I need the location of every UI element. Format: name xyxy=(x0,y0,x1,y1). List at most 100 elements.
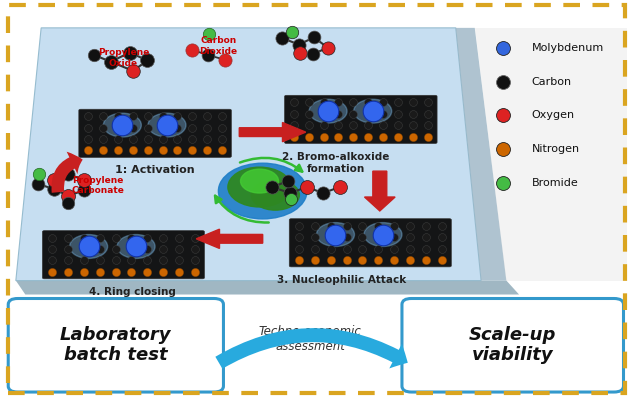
Point xyxy=(217,136,227,142)
Point xyxy=(63,171,73,178)
Text: 3. Nucleophilic Attack: 3. Nucleophilic Attack xyxy=(277,275,406,285)
Point xyxy=(408,122,418,128)
Point xyxy=(287,29,298,35)
FancyArrow shape xyxy=(196,229,263,248)
Point xyxy=(173,246,184,252)
Point xyxy=(334,111,344,117)
Point xyxy=(128,147,138,154)
Point xyxy=(127,269,137,275)
Point xyxy=(83,136,93,142)
Point xyxy=(63,234,73,241)
Point xyxy=(363,122,373,128)
Point xyxy=(304,99,314,105)
Point xyxy=(187,125,197,131)
Point xyxy=(127,246,137,252)
Point xyxy=(83,113,93,119)
Point xyxy=(310,222,320,229)
Point xyxy=(330,231,341,238)
Point xyxy=(348,111,358,117)
Point xyxy=(47,257,57,263)
Point xyxy=(63,246,73,252)
Point xyxy=(304,133,314,140)
Point xyxy=(318,111,329,117)
Point xyxy=(187,136,197,142)
Point xyxy=(498,180,508,186)
Point xyxy=(95,269,105,275)
Text: Scale-up
viability: Scale-up viability xyxy=(469,326,556,365)
Point xyxy=(217,113,227,119)
Point xyxy=(158,257,168,263)
Text: Oxygen: Oxygen xyxy=(532,110,575,121)
Circle shape xyxy=(241,169,279,193)
Point xyxy=(187,47,197,53)
Circle shape xyxy=(354,99,392,123)
Point xyxy=(423,111,433,117)
Circle shape xyxy=(316,222,354,246)
Point xyxy=(128,136,138,142)
Point xyxy=(363,99,373,105)
Point xyxy=(289,133,299,140)
Point xyxy=(113,136,123,142)
Polygon shape xyxy=(16,28,481,281)
Point xyxy=(420,245,430,252)
FancyBboxPatch shape xyxy=(42,231,204,279)
Point xyxy=(334,133,344,140)
Point xyxy=(408,111,418,117)
Point xyxy=(202,147,212,154)
Point xyxy=(142,147,153,154)
Point xyxy=(83,147,93,154)
Point xyxy=(363,111,373,117)
Point xyxy=(98,136,108,142)
Point xyxy=(304,111,314,117)
Point xyxy=(378,99,388,105)
Point xyxy=(47,246,57,252)
Point xyxy=(405,257,415,263)
Polygon shape xyxy=(456,28,506,281)
Point xyxy=(437,222,447,229)
Point xyxy=(348,122,358,128)
Point xyxy=(357,245,367,252)
Text: Carbon
Dioxide: Carbon Dioxide xyxy=(199,36,237,56)
Point xyxy=(368,108,378,114)
Point xyxy=(203,52,213,58)
Point xyxy=(498,45,508,51)
Point xyxy=(393,133,403,140)
Point xyxy=(325,234,335,240)
Point xyxy=(63,193,73,199)
Point xyxy=(308,51,318,57)
Point xyxy=(294,257,304,263)
Point xyxy=(310,234,320,240)
Point xyxy=(158,147,168,154)
Point xyxy=(420,222,430,229)
Point xyxy=(47,269,57,275)
Point xyxy=(95,257,105,263)
Point xyxy=(158,234,168,241)
Point xyxy=(187,147,197,154)
Polygon shape xyxy=(475,28,627,281)
Point xyxy=(128,68,138,74)
Point xyxy=(49,186,59,192)
Point xyxy=(142,113,153,119)
Point xyxy=(325,245,335,252)
Point xyxy=(342,234,352,240)
Point xyxy=(309,34,319,41)
Point xyxy=(204,31,214,37)
Point xyxy=(318,122,329,128)
Point xyxy=(63,200,73,206)
Point xyxy=(378,231,388,238)
Point xyxy=(373,257,383,263)
Point xyxy=(342,257,352,263)
Point xyxy=(325,257,335,263)
Point xyxy=(437,245,447,252)
Point xyxy=(423,122,433,128)
Point xyxy=(78,234,89,241)
Point xyxy=(294,222,304,229)
Point xyxy=(302,184,312,190)
Point xyxy=(408,99,418,105)
Point xyxy=(498,146,508,152)
Text: Propylene
Oxide: Propylene Oxide xyxy=(97,48,149,68)
Point xyxy=(95,246,105,252)
Point xyxy=(142,269,153,275)
Point xyxy=(393,122,403,128)
Point xyxy=(334,122,344,128)
